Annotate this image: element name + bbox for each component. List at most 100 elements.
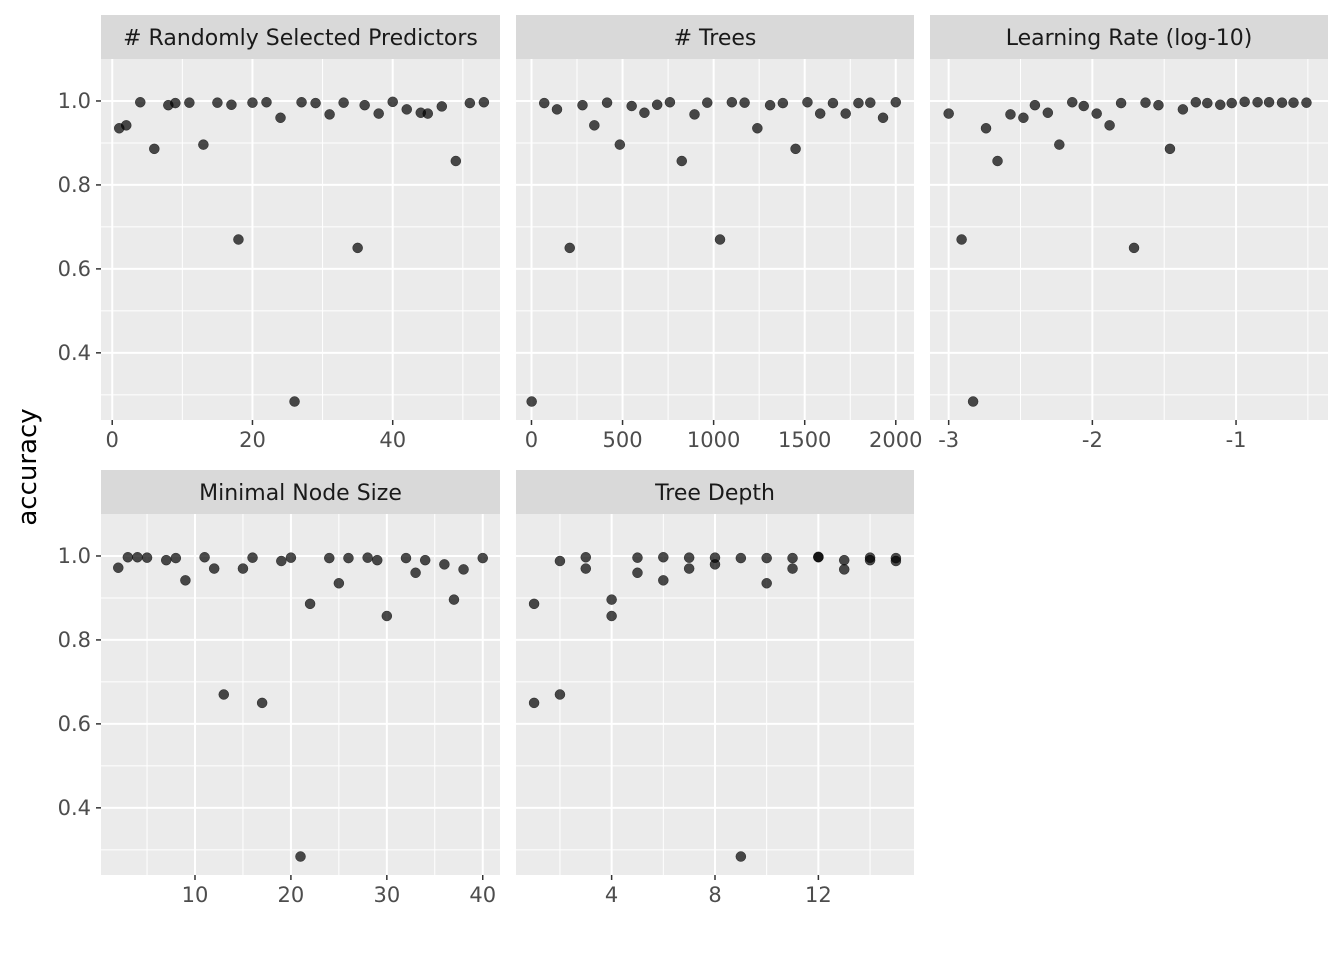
data-point bbox=[419, 554, 431, 566]
data-point bbox=[683, 552, 695, 563]
data-point bbox=[967, 396, 979, 407]
data-point bbox=[709, 552, 721, 563]
data-point bbox=[237, 563, 249, 574]
data-point bbox=[838, 564, 850, 575]
data-point bbox=[208, 563, 220, 574]
y-tick-label: 0.4 bbox=[58, 341, 91, 365]
data-point bbox=[551, 104, 563, 115]
data-point bbox=[1091, 108, 1102, 119]
x-tick-label: 12 bbox=[805, 883, 832, 907]
data-point bbox=[777, 97, 789, 109]
data-point bbox=[1018, 112, 1029, 124]
data-point bbox=[333, 578, 345, 589]
x-tick-label: 500 bbox=[603, 428, 643, 452]
data-point bbox=[324, 109, 335, 120]
data-point bbox=[632, 567, 643, 579]
facet-strip bbox=[516, 470, 914, 514]
data-point bbox=[458, 564, 469, 575]
data-point bbox=[439, 559, 450, 570]
data-point bbox=[1066, 96, 1078, 108]
plot-area bbox=[101, 514, 500, 875]
data-point bbox=[170, 97, 181, 109]
data-point bbox=[160, 554, 172, 566]
x-tick-label: 4 bbox=[605, 883, 618, 907]
data-point bbox=[626, 100, 637, 112]
data-point bbox=[676, 155, 688, 167]
data-point bbox=[141, 552, 153, 563]
data-point bbox=[1005, 109, 1016, 120]
y-tick-label: 0.6 bbox=[58, 257, 91, 281]
data-point bbox=[992, 155, 1003, 167]
data-point bbox=[538, 97, 550, 109]
facet-strip-label: Minimal Node Size bbox=[199, 481, 402, 506]
data-point bbox=[276, 555, 287, 567]
data-point bbox=[448, 594, 460, 605]
data-point bbox=[371, 554, 383, 566]
data-point bbox=[1164, 143, 1176, 155]
x-tick-label: 30 bbox=[373, 883, 400, 907]
y-tick-label: 0.4 bbox=[58, 796, 91, 820]
data-point bbox=[1029, 99, 1041, 111]
x-tick-label: -3 bbox=[938, 428, 959, 452]
data-point bbox=[606, 594, 617, 605]
data-point bbox=[218, 689, 230, 700]
data-point bbox=[890, 555, 902, 567]
data-point bbox=[1190, 96, 1202, 108]
data-point bbox=[275, 112, 286, 124]
x-tick-label: 20 bbox=[239, 428, 266, 452]
facet-strip bbox=[516, 15, 914, 59]
data-point bbox=[1252, 96, 1263, 108]
data-point bbox=[477, 552, 488, 564]
data-point bbox=[853, 97, 864, 109]
data-point bbox=[601, 97, 613, 108]
facet-panel-randomly-selected-predictors: # Randomly Selected Predictors 0 20 40 0.4 0.… bbox=[58, 15, 500, 452]
data-point bbox=[890, 96, 902, 108]
data-point bbox=[956, 234, 967, 245]
data-point bbox=[1153, 99, 1164, 111]
facet-strip-label: # Trees bbox=[674, 26, 757, 51]
data-point bbox=[1177, 104, 1189, 115]
data-point bbox=[362, 552, 373, 563]
data-point bbox=[580, 563, 592, 574]
data-point bbox=[401, 104, 412, 115]
data-point bbox=[198, 139, 209, 150]
facet-strip-label: Learning Rate (log-10) bbox=[1006, 26, 1253, 51]
data-point bbox=[352, 242, 363, 254]
facet-panel-minimal-node-size: Minimal Node Size 10 20 30 40 0.4 0.6 0.8 1.0 bbox=[58, 470, 500, 907]
data-point bbox=[752, 123, 763, 134]
data-point bbox=[113, 562, 124, 573]
y-tick-label: 1.0 bbox=[58, 544, 91, 568]
x-tick-label: 0 bbox=[525, 428, 538, 452]
data-point bbox=[864, 554, 876, 566]
data-point bbox=[526, 396, 537, 407]
facet-strip bbox=[930, 15, 1328, 59]
data-point bbox=[324, 552, 335, 564]
data-point bbox=[1276, 97, 1288, 108]
data-point bbox=[1288, 97, 1299, 108]
data-point bbox=[580, 551, 592, 563]
data-point bbox=[295, 851, 306, 862]
plot-area bbox=[930, 59, 1328, 420]
x-tick-label: 0 bbox=[106, 428, 119, 452]
data-point bbox=[1054, 139, 1065, 150]
data-point bbox=[261, 96, 272, 108]
data-point bbox=[813, 551, 824, 563]
data-point bbox=[170, 552, 182, 564]
x-tick-label: -2 bbox=[1082, 428, 1103, 452]
data-point bbox=[1301, 97, 1312, 108]
data-point bbox=[980, 123, 992, 134]
data-point bbox=[373, 108, 384, 119]
data-point bbox=[478, 96, 490, 108]
y-tick-label: 0.8 bbox=[58, 628, 91, 652]
data-point bbox=[285, 552, 297, 563]
plot-area bbox=[101, 59, 500, 420]
data-point bbox=[247, 97, 258, 108]
data-point bbox=[1140, 97, 1151, 108]
x-tick-label: 40 bbox=[469, 883, 496, 907]
data-point bbox=[338, 97, 349, 108]
data-point bbox=[632, 552, 643, 563]
y-axis-title: accuracy bbox=[13, 408, 43, 525]
data-point bbox=[226, 99, 237, 111]
